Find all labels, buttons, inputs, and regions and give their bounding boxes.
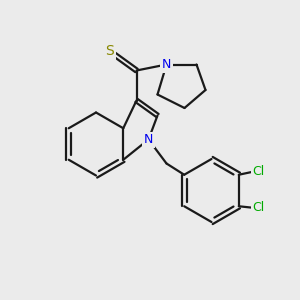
Text: S: S — [105, 44, 114, 58]
Text: Cl: Cl — [252, 201, 264, 214]
Text: N: N — [144, 133, 153, 146]
Text: Cl: Cl — [252, 165, 264, 178]
Text: N: N — [162, 58, 171, 71]
